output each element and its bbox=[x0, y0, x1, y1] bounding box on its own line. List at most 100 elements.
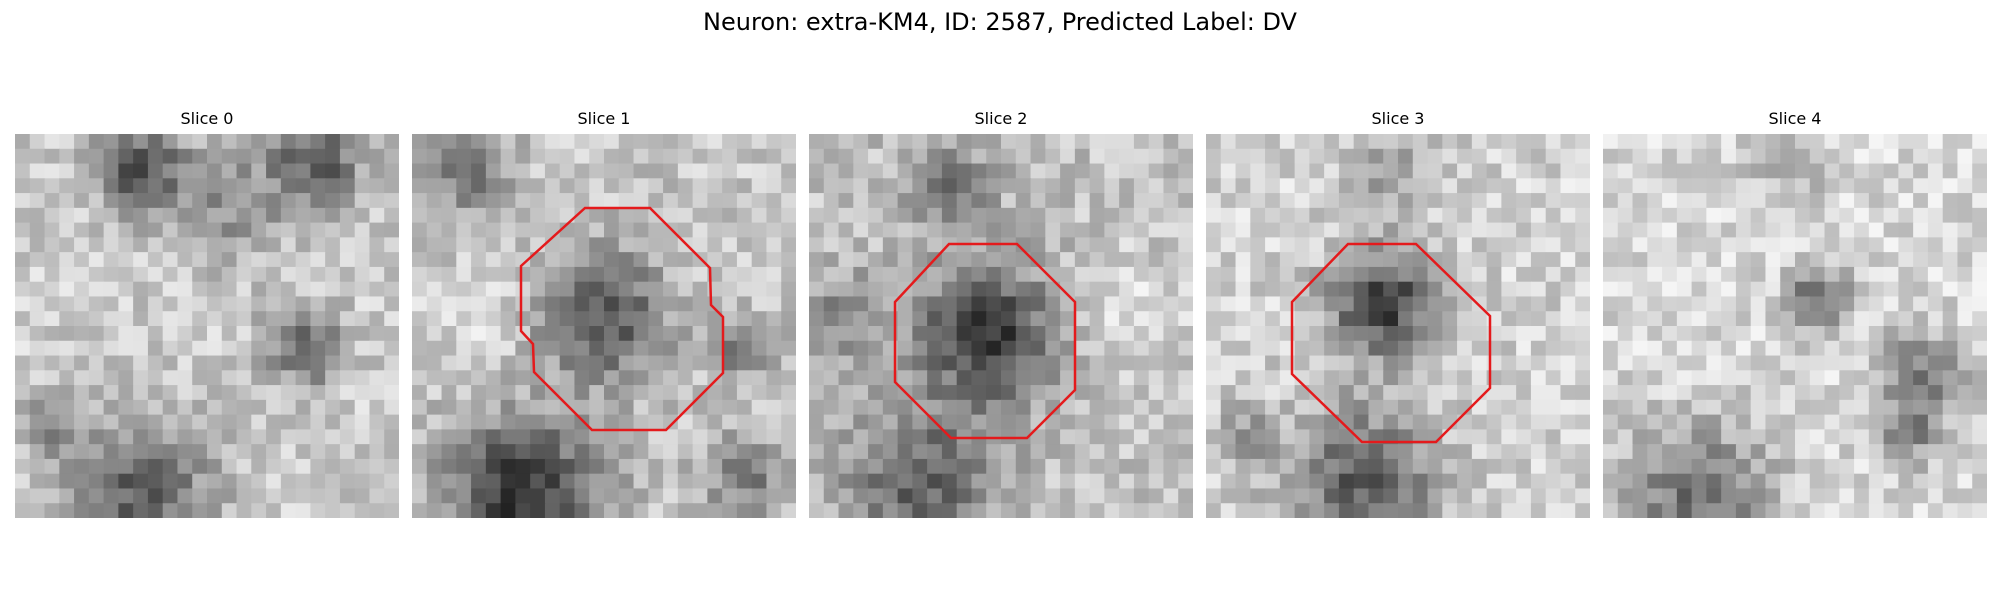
image-pixel bbox=[1104, 429, 1120, 445]
image-pixel bbox=[1427, 340, 1443, 357]
image-pixel bbox=[192, 488, 208, 504]
image-pixel bbox=[1721, 503, 1737, 518]
image-pixel bbox=[618, 311, 635, 327]
image-pixel bbox=[1294, 222, 1310, 238]
image-pixel bbox=[604, 385, 620, 401]
image-pixel bbox=[295, 340, 311, 357]
image-pixel bbox=[927, 385, 943, 401]
image-pixel bbox=[941, 488, 958, 504]
image-pixel bbox=[1089, 281, 1105, 298]
image-pixel bbox=[1178, 296, 1193, 312]
image-pixel bbox=[941, 326, 958, 342]
image-pixel bbox=[766, 193, 782, 209]
image-pixel bbox=[1972, 444, 1987, 460]
image-pixel bbox=[1442, 340, 1458, 357]
image-pixel bbox=[1294, 355, 1310, 371]
image-pixel bbox=[1972, 178, 1987, 194]
image-pixel bbox=[692, 429, 708, 445]
image-pixel bbox=[1735, 429, 1752, 445]
image-pixel bbox=[456, 414, 472, 430]
image-pixel bbox=[1676, 370, 1693, 386]
image-pixel bbox=[1868, 326, 1885, 342]
image-pixel bbox=[707, 252, 723, 268]
image-pixel bbox=[1089, 311, 1105, 327]
image-pixel bbox=[633, 266, 649, 283]
image-pixel bbox=[604, 473, 620, 490]
image-pixel bbox=[266, 488, 282, 504]
image-pixel bbox=[1119, 340, 1135, 357]
image-pixel bbox=[162, 311, 179, 327]
image-pixel bbox=[722, 326, 738, 342]
image-pixel bbox=[1074, 503, 1091, 518]
image-pixel bbox=[1220, 311, 1237, 327]
image-pixel bbox=[1706, 399, 1722, 416]
image-pixel bbox=[1074, 458, 1091, 475]
image-pixel bbox=[485, 429, 502, 445]
image-pixel bbox=[1735, 281, 1752, 298]
image-pixel bbox=[692, 473, 708, 490]
image-pixel bbox=[692, 193, 708, 209]
image-pixel bbox=[882, 488, 899, 504]
image-pixel bbox=[927, 399, 943, 416]
image-pixel bbox=[1427, 488, 1443, 504]
image-pixel bbox=[1560, 252, 1576, 268]
image-pixel bbox=[325, 296, 341, 312]
image-pixel bbox=[1353, 207, 1370, 224]
image-pixel bbox=[500, 207, 516, 224]
image-pixel bbox=[515, 355, 531, 371]
image-pixel bbox=[177, 193, 193, 209]
image-pixel bbox=[1898, 207, 1914, 224]
image-pixel bbox=[766, 134, 782, 150]
image-pixel bbox=[192, 311, 208, 327]
image-pixel bbox=[1545, 207, 1562, 224]
image-pixel bbox=[485, 252, 502, 268]
image-pixel bbox=[1412, 355, 1429, 371]
image-pixel bbox=[1824, 355, 1840, 371]
image-pixel bbox=[1780, 148, 1796, 165]
image-pixel bbox=[1030, 458, 1046, 475]
image-pixel bbox=[986, 458, 1002, 475]
image-pixel bbox=[1530, 488, 1547, 504]
image-pixel bbox=[1442, 503, 1458, 518]
image-pixel bbox=[986, 134, 1002, 150]
image-pixel bbox=[1795, 252, 1811, 268]
image-pixel bbox=[1265, 311, 1281, 327]
image-pixel bbox=[1516, 148, 1532, 165]
image-pixel bbox=[986, 311, 1002, 327]
image-pixel bbox=[325, 444, 341, 460]
image-pixel bbox=[1516, 134, 1532, 150]
image-pixel bbox=[1206, 444, 1222, 460]
image-pixel bbox=[1795, 281, 1811, 298]
image-pixel bbox=[192, 281, 208, 298]
image-pixel bbox=[384, 355, 399, 371]
image-pixel bbox=[251, 503, 267, 518]
image-pixel bbox=[1735, 266, 1752, 283]
image-pixel bbox=[88, 163, 105, 179]
image-pixel bbox=[1883, 488, 1899, 504]
image-pixel bbox=[1765, 414, 1781, 430]
image-pixel bbox=[1662, 399, 1678, 416]
image-pixel bbox=[1617, 252, 1634, 268]
image-pixel bbox=[1575, 355, 1590, 371]
image-pixel bbox=[1104, 399, 1120, 416]
image-pixel bbox=[1368, 488, 1384, 504]
image-pixel bbox=[823, 488, 840, 504]
image-pixel bbox=[1575, 340, 1590, 357]
image-pixel bbox=[1824, 458, 1840, 475]
image-pixel bbox=[59, 399, 75, 416]
image-pixel bbox=[1501, 222, 1517, 238]
image-pixel bbox=[1676, 222, 1693, 238]
image-pixel bbox=[456, 355, 472, 371]
image-pixel bbox=[1294, 163, 1310, 179]
image-pixel bbox=[1868, 355, 1885, 371]
slice-panel-1: Slice 1 bbox=[412, 108, 796, 518]
image-pixel bbox=[648, 222, 664, 238]
image-pixel bbox=[325, 355, 341, 371]
image-pixel bbox=[1898, 163, 1914, 179]
image-pixel bbox=[1045, 385, 1061, 401]
image-pixel bbox=[88, 370, 105, 386]
image-pixel bbox=[1133, 370, 1150, 386]
image-pixel bbox=[1676, 385, 1693, 401]
image-pixel bbox=[59, 503, 75, 518]
image-pixel bbox=[412, 163, 428, 179]
